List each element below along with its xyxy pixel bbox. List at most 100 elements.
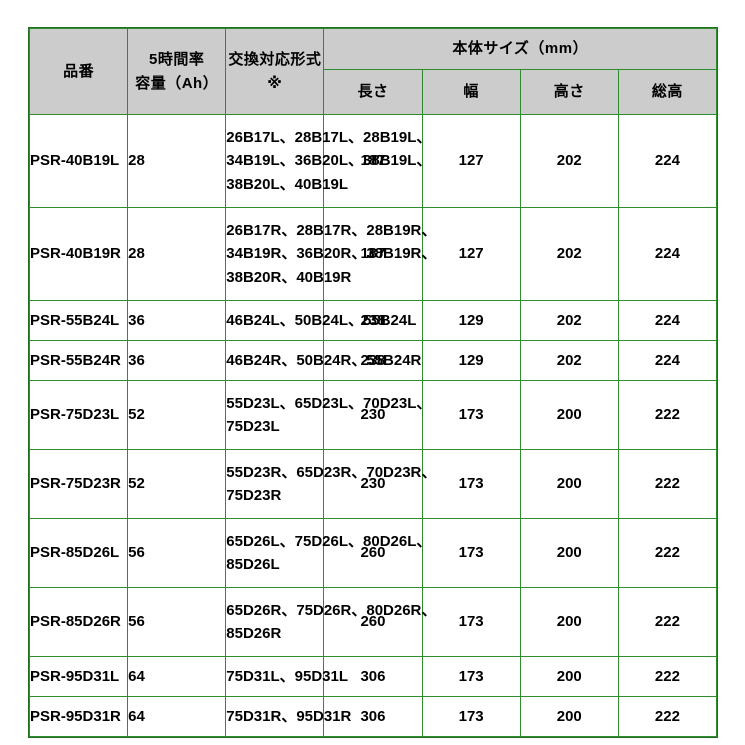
cell-total-height: 222 <box>617 449 718 519</box>
cell-compatible-types: 46B24L、50B24L、55B24L <box>225 300 417 341</box>
cell-compatible-types: 46B24R、50B24R、55B24R <box>225 340 422 381</box>
cell-total-height: 224 <box>617 207 718 301</box>
cell-width: 173 <box>421 380 521 450</box>
cell-total-height: 224 <box>617 300 718 341</box>
cell-total-height: 222 <box>617 380 718 450</box>
cell-total-height: 222 <box>617 696 718 737</box>
cell-compatible-types: 26B17L、28B17L、28B19L、 34B19L、36B20L、38B19… <box>225 114 432 208</box>
compatible-type-line: 38B20L、40B19L <box>226 175 349 193</box>
cell-height: 200 <box>519 380 619 450</box>
compatible-type-line: 34B19L、36B20L、38B19L、 <box>226 152 432 170</box>
column-header-width: 幅 <box>421 69 521 115</box>
compatible-type-line: 26B17L、28B17L、28B19L、 <box>226 129 432 147</box>
cell-capacity: 64 <box>127 696 227 737</box>
cell-length: 187 <box>323 114 423 208</box>
cell-capacity: 52 <box>127 449 227 519</box>
cell-length: 238 <box>323 340 423 381</box>
capacity-header-line2: 容量（Ah） <box>135 74 219 92</box>
cell-height: 200 <box>519 518 619 588</box>
cell-height: 200 <box>519 587 619 657</box>
cell-compatible-types: 55D23R、65D23R、70D23R、 75D23R <box>225 449 437 519</box>
cell-capacity: 36 <box>127 300 227 341</box>
cell-capacity: 36 <box>127 340 227 381</box>
compatible-type-line: 65D26L、75D26L、80D26L、 <box>226 532 432 550</box>
cell-capacity: 56 <box>127 518 227 588</box>
battery-spec-table-container: 品番 5時間率 容量（Ah） 交換対応形式 ※ 本体サイズ（mm） 長さ 幅 高… <box>28 27 718 738</box>
cell-part-number: PSR-85D26R <box>28 587 129 657</box>
compatible-type-line: 75D31R、95D31R <box>226 707 352 725</box>
cell-total-height: 222 <box>617 518 718 588</box>
column-header-height: 高さ <box>519 69 619 115</box>
table-row: PSR-55B24R 36 46B24R、50B24R、55B24R 238 129 20… <box>28 340 718 381</box>
compatible-type-line: 46B24R、50B24R、55B24R <box>226 351 422 369</box>
cell-compatible-types: 26B17R、28B17R、28B19R、 34B19R、36B20R、38B19… <box>225 207 437 301</box>
battery-spec-table: 品番 5時間率 容量（Ah） 交換対応形式 ※ 本体サイズ（mm） 長さ 幅 高… <box>28 27 718 738</box>
cell-compatible-types: 75D31R、95D31R <box>225 696 352 737</box>
cell-width: 129 <box>421 300 521 341</box>
header-row-top: 品番 5時間率 容量（Ah） 交換対応形式 ※ 本体サイズ（mm） <box>28 28 717 115</box>
compatible-type-line: 75D23R <box>226 487 282 504</box>
cell-total-height: 224 <box>617 340 718 381</box>
table-row: PSR-95D31L 64 75D31L、95D31L 306 173 200 222 <box>28 656 718 697</box>
table-body: PSR-40B19L 28 26B17L、28B17L、28B19L、 34B19L、… <box>28 114 718 737</box>
cell-part-number: PSR-75D23R <box>28 449 129 519</box>
column-header-compatible-types: 交換対応形式 ※ <box>225 28 325 115</box>
cell-capacity: 28 <box>127 114 227 208</box>
cell-part-number: PSR-75D23L <box>28 380 129 450</box>
compatible-type-line: 55D23R、65D23R、70D23R、 <box>226 463 437 481</box>
cell-capacity: 28 <box>127 207 227 301</box>
cell-capacity: 52 <box>127 380 227 450</box>
cell-height: 202 <box>519 340 619 381</box>
cell-height: 200 <box>519 696 619 737</box>
cell-total-height: 222 <box>617 587 718 657</box>
cell-part-number: PSR-40B19R <box>28 207 129 301</box>
capacity-header-line1: 5時間率 <box>149 51 205 69</box>
cell-length: 187 <box>323 207 423 301</box>
cell-compatible-types: 75D31L、95D31L <box>225 656 349 697</box>
cell-compatible-types: 55D23L、65D23L、70D23L、 75D23L <box>225 380 432 450</box>
table-row: PSR-85D26R 56 65D26R、75D26R、80D26R、 85D26R 2… <box>28 587 718 657</box>
table-row: PSR-85D26L 56 65D26L、75D26L、80D26L、 85D26L 2… <box>28 518 718 588</box>
table-row: PSR-55B24L 36 46B24L、50B24L、55B24L 238 129 20… <box>28 300 718 341</box>
table-row: PSR-95D31R 64 75D31R、95D31R 306 173 200 222 <box>28 696 718 737</box>
cell-width: 129 <box>421 340 521 381</box>
cell-total-height: 222 <box>617 656 718 697</box>
cell-width: 173 <box>421 696 521 737</box>
cell-width: 173 <box>421 656 521 697</box>
cell-length: 260 <box>323 518 423 588</box>
compatible-type-line: 46B24L、50B24L、55B24L <box>226 311 417 329</box>
compatible-type-line: 75D23L <box>226 418 280 435</box>
table-header: 品番 5時間率 容量（Ah） 交換対応形式 ※ 本体サイズ（mm） 長さ 幅 高… <box>28 28 718 115</box>
compatible-type-line: 38B20R、40B19R <box>226 268 352 286</box>
cell-length: 306 <box>323 656 423 697</box>
cell-width: 127 <box>421 114 521 208</box>
compatible-type-line: 34B19R、36B20R、38B19R、 <box>226 245 437 263</box>
cell-total-height: 224 <box>617 114 718 208</box>
cell-length: 306 <box>323 696 423 737</box>
cell-length: 238 <box>323 300 423 341</box>
cell-part-number: PSR-55B24L <box>28 300 129 341</box>
compatible-type-line: 65D26R、75D26R、80D26R、 <box>226 601 437 619</box>
cell-height: 202 <box>519 207 619 301</box>
cell-part-number: PSR-40B19L <box>28 114 129 208</box>
cell-capacity: 64 <box>127 656 227 697</box>
cell-part-number: PSR-95D31R <box>28 696 129 737</box>
column-header-part-number: 品番 <box>28 28 129 115</box>
column-header-capacity: 5時間率 容量（Ah） <box>127 28 227 115</box>
compatible-type-line: 26B17R、28B17R、28B19R、 <box>226 222 437 240</box>
cell-width: 173 <box>421 449 521 519</box>
cell-length: 230 <box>323 449 423 519</box>
column-header-length: 長さ <box>323 69 423 115</box>
cell-length: 260 <box>323 587 423 657</box>
cell-part-number: PSR-55B24R <box>28 340 129 381</box>
cell-compatible-types: 65D26R、75D26R、80D26R、 85D26R <box>225 587 437 657</box>
cell-height: 200 <box>519 449 619 519</box>
cell-length: 230 <box>323 380 423 450</box>
cell-part-number: PSR-85D26L <box>28 518 129 588</box>
compatible-type-line: 75D31L、95D31L <box>226 667 349 685</box>
cell-width: 173 <box>421 518 521 588</box>
cell-compatible-types: 65D26L、75D26L、80D26L、 85D26L <box>225 518 432 588</box>
compatible-type-line: 55D23L、65D23L、70D23L、 <box>226 394 432 412</box>
table-row: PSR-40B19L 28 26B17L、28B17L、28B19L、 34B19L、… <box>28 114 718 208</box>
column-header-body-size: 本体サイズ（mm） <box>323 28 717 70</box>
